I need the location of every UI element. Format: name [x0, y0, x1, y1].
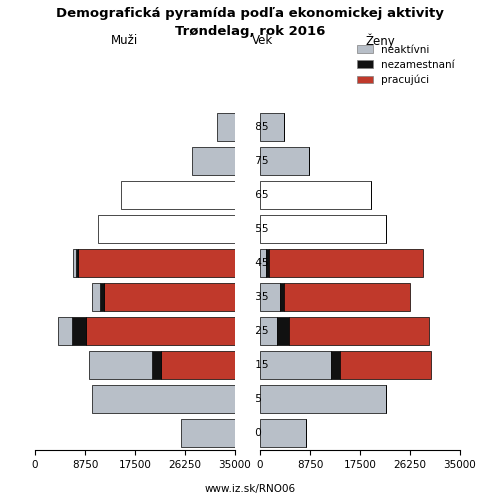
Bar [260, 250, 266, 276]
Text: Muži: Muži [112, 34, 138, 48]
Bar [260, 216, 386, 242]
Bar [72, 250, 76, 276]
Bar [58, 318, 72, 344]
Text: Demografická pyramída podľa ekonomickej aktivity: Demografická pyramída podľa ekonomickej … [56, 8, 444, 20]
Bar [152, 352, 160, 378]
Text: www.iz.sk/RNO06: www.iz.sk/RNO06 [204, 484, 296, 494]
Bar [280, 284, 284, 310]
Bar [98, 216, 235, 242]
Bar [260, 386, 386, 412]
Bar [86, 318, 235, 344]
Bar [76, 250, 78, 276]
Bar [260, 114, 284, 140]
Bar [332, 352, 340, 378]
Text: 25: 25 [252, 326, 268, 336]
Bar [260, 182, 372, 208]
Bar [260, 318, 277, 344]
Bar [260, 352, 332, 378]
Bar [100, 284, 103, 310]
Text: Vek: Vek [252, 34, 273, 48]
Bar [266, 250, 268, 276]
Bar [288, 318, 428, 344]
Text: 65: 65 [252, 190, 268, 200]
Text: 35: 35 [252, 292, 268, 302]
Bar [160, 352, 235, 378]
Text: 5: 5 [252, 394, 262, 404]
Bar [260, 420, 306, 446]
Text: 0: 0 [252, 428, 261, 438]
Bar [92, 386, 235, 412]
Text: 15: 15 [252, 360, 268, 370]
Legend: neaktívni, nezamestnaní, pracujúci: neaktívni, nezamestnaní, pracujúci [353, 40, 459, 90]
Text: 85: 85 [252, 122, 268, 132]
Bar [268, 250, 423, 276]
Bar [72, 318, 86, 344]
Bar [340, 352, 432, 378]
Bar [277, 318, 288, 344]
Bar [120, 182, 235, 208]
Text: Trøndelag, rok 2016: Trøndelag, rok 2016 [175, 25, 325, 38]
Bar [90, 352, 152, 378]
Text: 55: 55 [252, 224, 268, 234]
Text: 75: 75 [252, 156, 268, 166]
Bar [104, 284, 235, 310]
Bar [180, 420, 235, 446]
Bar [78, 250, 235, 276]
Text: 45: 45 [252, 258, 268, 268]
Text: Ženy: Ženy [365, 33, 395, 48]
Bar [284, 284, 410, 310]
Bar [260, 284, 280, 310]
Bar [192, 148, 235, 174]
Bar [260, 148, 308, 174]
Bar [216, 114, 235, 140]
Bar [92, 284, 100, 310]
